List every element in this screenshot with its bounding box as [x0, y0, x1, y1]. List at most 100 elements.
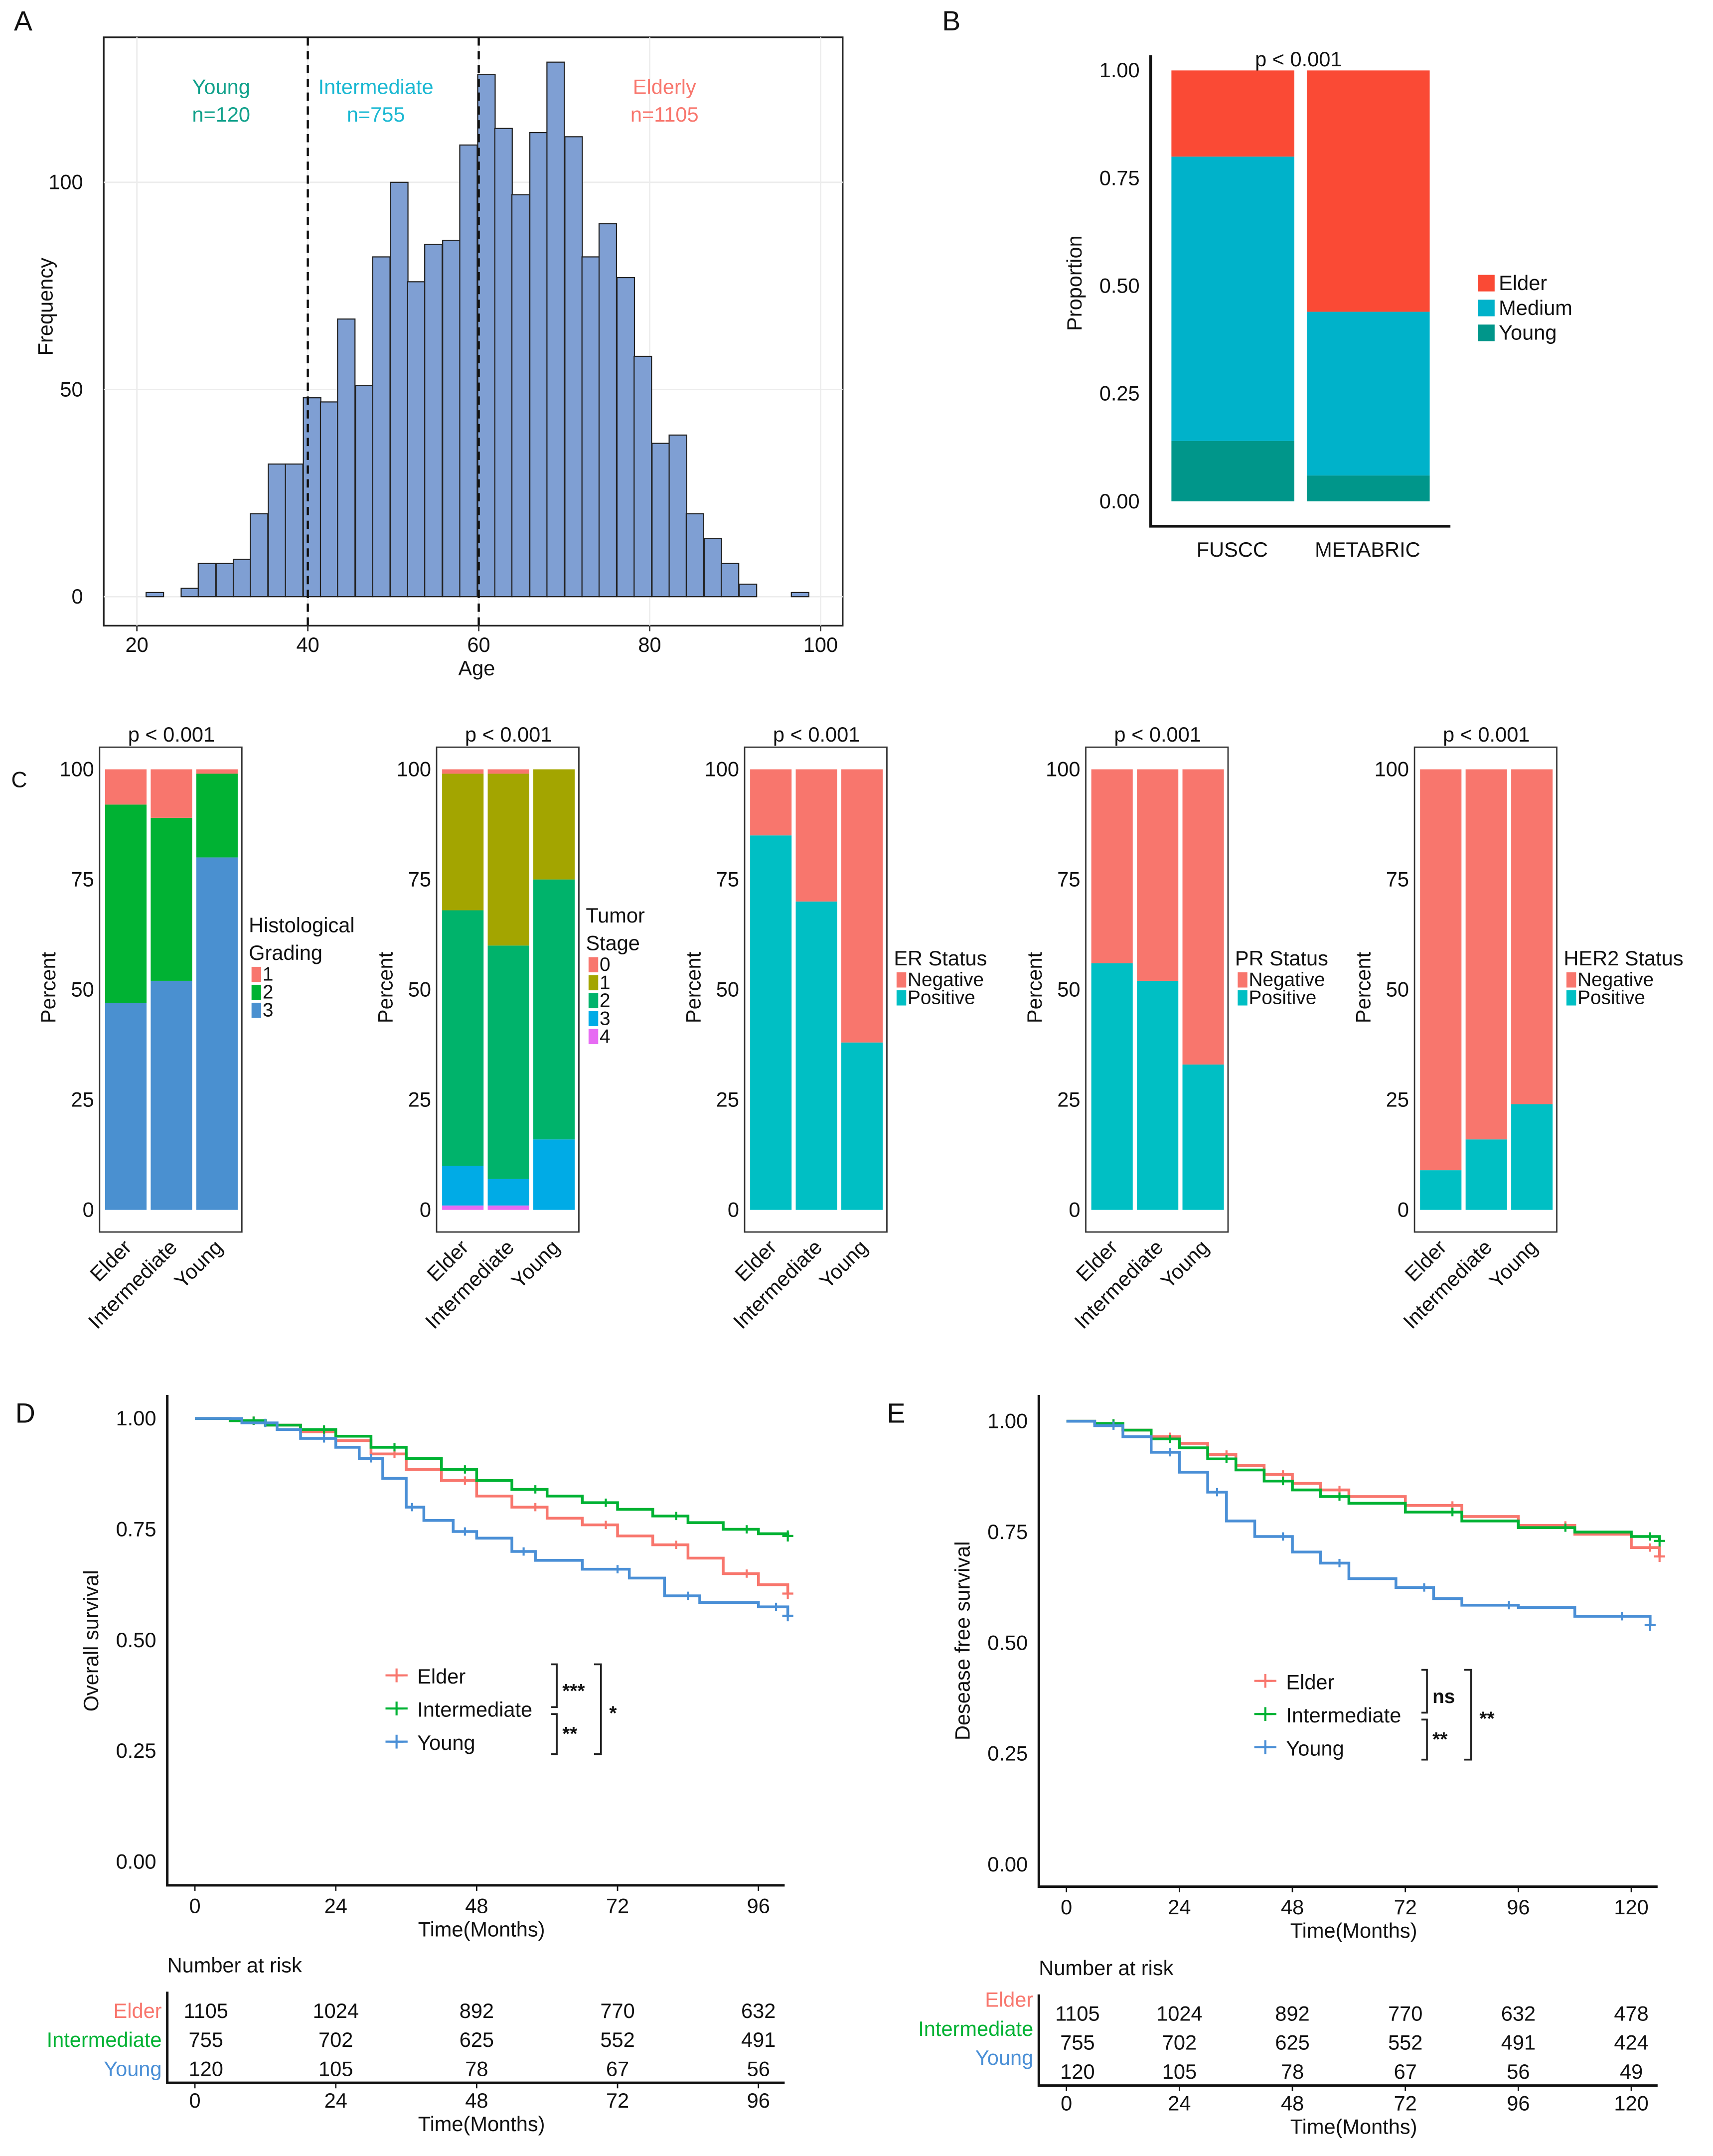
risk-count: 702	[1162, 2031, 1197, 2054]
censor-mark	[742, 1525, 751, 1534]
risk-count: 491	[1501, 2031, 1536, 2054]
panel-c-subplot-1: ElderIntermediateYoung0255075100Percentp…	[36, 723, 354, 1333]
legend-swatch	[1566, 972, 1576, 988]
x-tick-label: 48	[465, 2089, 488, 2112]
y-tick-label: 0.75	[116, 1517, 156, 1540]
significance-label: **	[562, 1723, 578, 1745]
censor-mark	[602, 1521, 610, 1529]
censor-mark	[461, 1465, 469, 1474]
risk-count: 424	[1614, 2031, 1648, 2054]
x-tick-label: METABRIC	[1315, 538, 1420, 561]
panel-letter: A	[14, 5, 32, 36]
x-tick-label: 72	[606, 2089, 629, 2112]
legend-swatch	[1478, 300, 1495, 316]
x-tick-label: 72	[606, 1894, 629, 1917]
stacked-bar-segment	[1137, 769, 1179, 981]
y-tick-label: 0.25	[987, 1742, 1028, 1765]
stacked-bar-segment	[196, 857, 238, 1210]
p-value: p < 0.001	[1114, 723, 1201, 746]
legend-swatch	[896, 990, 907, 1006]
y-tick-label: 0	[420, 1198, 431, 1222]
legend-swatch	[251, 1002, 262, 1018]
censor-mark	[531, 1485, 540, 1494]
histogram-bar	[703, 538, 722, 598]
x-tick-label: 96	[747, 1894, 770, 1917]
risk-count: 1024	[313, 1999, 359, 2022]
censor-mark	[1335, 1559, 1344, 1567]
censor-mark	[390, 1443, 399, 1452]
stacked-bar-segment	[533, 1139, 575, 1210]
axes	[1037, 1395, 1658, 1888]
legend-swatch	[1238, 972, 1247, 988]
censor-mark	[672, 1540, 681, 1549]
risk-count: 56	[1507, 2060, 1530, 2083]
significance-label: ns	[1432, 1686, 1455, 1707]
legend-label: Positive	[1577, 987, 1645, 1009]
y-tick-label: 25	[716, 1088, 739, 1111]
histogram-bar	[685, 513, 704, 598]
x-tick-label: 80	[638, 633, 661, 656]
histogram-bar	[459, 144, 478, 598]
y-tick-label: 25	[1057, 1088, 1080, 1111]
stacked-bar-segment	[442, 769, 484, 774]
panel-c-subplot-3: ElderIntermediateYoung0255075100Percentp…	[681, 723, 987, 1333]
stacked-bar-segment	[750, 835, 792, 1210]
y-tick-label: 0.75	[1099, 166, 1140, 189]
y-tick-label: 50	[408, 977, 431, 1001]
risk-count: 552	[600, 2028, 634, 2051]
censor-mark	[1617, 1612, 1626, 1621]
legend-label: 2	[263, 982, 274, 1003]
risk-count: 632	[1501, 2002, 1536, 2025]
x-tick-label: 120	[1614, 1895, 1648, 1919]
panel-c-subplot-2: ElderIntermediateYoung0255075100Percentp…	[373, 723, 645, 1333]
histogram-bar	[442, 240, 461, 598]
legend-label: Young	[417, 1731, 475, 1754]
risk-count: 892	[460, 1999, 494, 2022]
x-tick-label: 120	[1614, 2092, 1648, 2115]
y-tick-label: 25	[408, 1088, 431, 1111]
censor-mark	[1222, 1454, 1231, 1463]
censor-mark	[672, 1512, 681, 1521]
stacked-bar-segment	[1091, 769, 1133, 963]
y-tick-label: 50	[60, 377, 83, 401]
histogram-bar	[250, 513, 269, 598]
survival-curve	[195, 1417, 789, 1536]
y-tick-label: 0.00	[987, 1852, 1028, 1876]
risk-count: 67	[606, 2057, 629, 2080]
p-value: p < 0.001	[773, 723, 860, 746]
x-tick-label: 40	[296, 633, 319, 656]
legend-swatch	[588, 1011, 599, 1027]
stacked-bar-segment	[487, 945, 529, 1179]
histogram-bar	[511, 194, 530, 598]
censor-mark	[408, 1503, 417, 1512]
y-tick-label: 50	[1057, 977, 1080, 1001]
censor-mark	[1166, 1448, 1174, 1457]
y-tick-label: 1.00	[116, 1406, 156, 1430]
histogram-bar	[319, 401, 339, 598]
stacked-bar-segment	[1171, 70, 1295, 157]
histogram-bar	[285, 463, 304, 598]
histogram-bar	[739, 584, 758, 598]
legend-swatch	[1478, 324, 1495, 341]
censor-mark	[319, 1425, 328, 1434]
y-tick-label: 0	[728, 1198, 739, 1222]
stacked-bar-segment	[1182, 1064, 1224, 1210]
stacked-bar-segment	[1091, 963, 1133, 1210]
x-tick-label: FUSCC	[1197, 538, 1268, 561]
risk-row-label: Elder	[114, 1999, 162, 2022]
y-tick-label: 100	[1046, 757, 1080, 780]
risk-row-label: Young	[104, 2057, 161, 2080]
risk-count: 632	[741, 1999, 776, 2022]
risk-row-label: Young	[975, 2046, 1033, 2069]
x-tick-label: Young	[1484, 1235, 1542, 1292]
legend-swatch	[588, 957, 599, 972]
group-count: n=755	[347, 103, 405, 126]
risk-count: 67	[1394, 2060, 1417, 2083]
y-axis-label: Percent	[1023, 951, 1046, 1023]
x-axis-label: Time(Months)	[1290, 1919, 1417, 1942]
group-count: n=120	[192, 103, 250, 126]
risk-count: 105	[318, 2057, 353, 2080]
x-tick-label: 0	[1061, 2092, 1072, 2115]
survival-curve	[1066, 1419, 1661, 1557]
